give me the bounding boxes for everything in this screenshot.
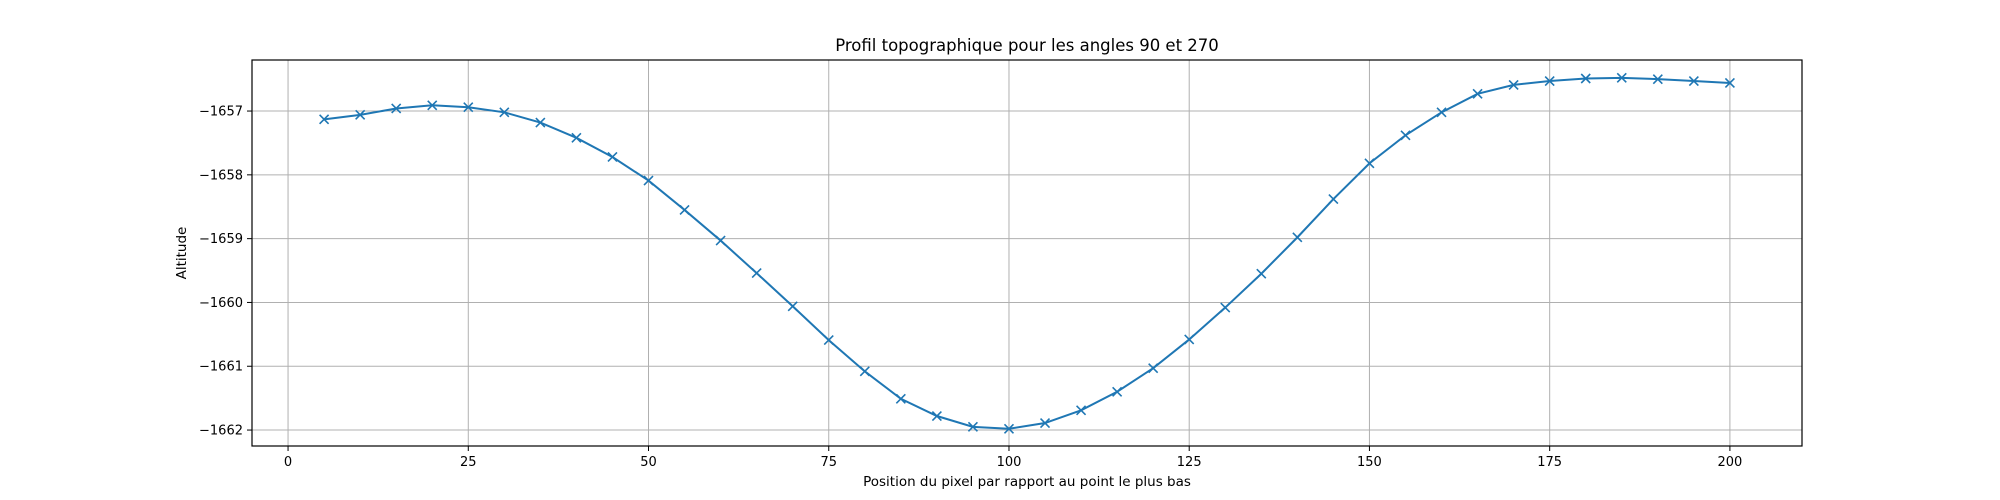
data-point-marker	[1544, 75, 1555, 87]
data-point-marker	[1076, 405, 1087, 416]
data-point-marker	[1003, 423, 1015, 434]
data-point-marker	[1724, 77, 1735, 89]
x-tick-label: 25	[460, 455, 477, 470]
y-axis: −1662 −1661 −1660 −1659 −1658 −1657	[199, 105, 252, 439]
data-point-marker	[427, 100, 438, 111]
data-point-marker	[1580, 73, 1591, 84]
data-point-marker	[751, 268, 762, 279]
x-tick-label: 0	[284, 455, 292, 470]
chart-title: Profil topographique pour les angles 90 …	[835, 36, 1219, 55]
x-tick-label: 125	[1177, 455, 1202, 470]
y-tick-label: −1659	[199, 232, 243, 247]
data-point-marker	[679, 204, 690, 215]
data-point-marker	[715, 235, 726, 246]
data-point-marker	[463, 102, 474, 113]
y-tick-label: −1660	[199, 296, 243, 311]
data-point-marker	[895, 393, 906, 404]
data-point-marker	[391, 103, 402, 114]
data-point-marker	[355, 109, 366, 120]
data-point-marker	[1292, 232, 1303, 243]
y-tick-label: −1657	[199, 105, 243, 120]
x-tick-label: 75	[820, 455, 837, 470]
data-point-marker	[1256, 268, 1267, 279]
data-point-marker	[1328, 194, 1339, 205]
y-tick-label: −1661	[199, 360, 243, 375]
y-tick-label: −1658	[199, 168, 243, 183]
x-tick-label: 50	[640, 455, 657, 470]
data-point-marker	[1688, 75, 1699, 87]
data-point-marker	[931, 410, 942, 422]
data-point-marker	[1472, 88, 1483, 99]
series-line	[323, 76, 1730, 430]
data-point-marker	[1400, 130, 1411, 141]
grid-lines	[252, 60, 1802, 446]
data-point-marker	[1148, 363, 1159, 374]
x-axis-label: Position du pixel par rapport au point l…	[863, 474, 1191, 490]
data-point-marker	[1184, 334, 1195, 345]
y-axis-label: Altitude	[174, 227, 190, 280]
data-point-marker	[823, 335, 834, 346]
data-point-marker	[319, 114, 330, 125]
x-axis: 0 25 50 75 100 125 150 175 200	[284, 446, 1742, 470]
data-point-marker	[535, 117, 546, 128]
data-point-marker	[643, 175, 654, 186]
x-tick-label: 150	[1357, 455, 1382, 470]
data-point-marker	[571, 132, 582, 143]
x-tick-label: 100	[997, 455, 1022, 470]
x-tick-label: 200	[1717, 455, 1742, 470]
y-tick-label: −1662	[199, 424, 243, 439]
data-point-marker	[967, 421, 978, 432]
data-point-marker	[499, 107, 510, 118]
x-tick-label: 175	[1537, 455, 1562, 470]
data-point-marker	[1508, 79, 1519, 90]
data-point-marker	[1436, 107, 1447, 118]
data-point-marker	[1112, 386, 1123, 397]
data-point-marker	[1039, 417, 1051, 429]
data-point-marker	[1220, 302, 1231, 313]
plot-frame	[251, 59, 1803, 447]
series-layer	[319, 72, 1735, 434]
data-point-marker	[1616, 72, 1627, 83]
data-point-marker	[607, 151, 618, 163]
data-point-marker	[859, 366, 870, 377]
data-point-marker	[787, 301, 798, 312]
data-point-marker	[1652, 74, 1663, 85]
data-point-marker	[1364, 158, 1375, 169]
